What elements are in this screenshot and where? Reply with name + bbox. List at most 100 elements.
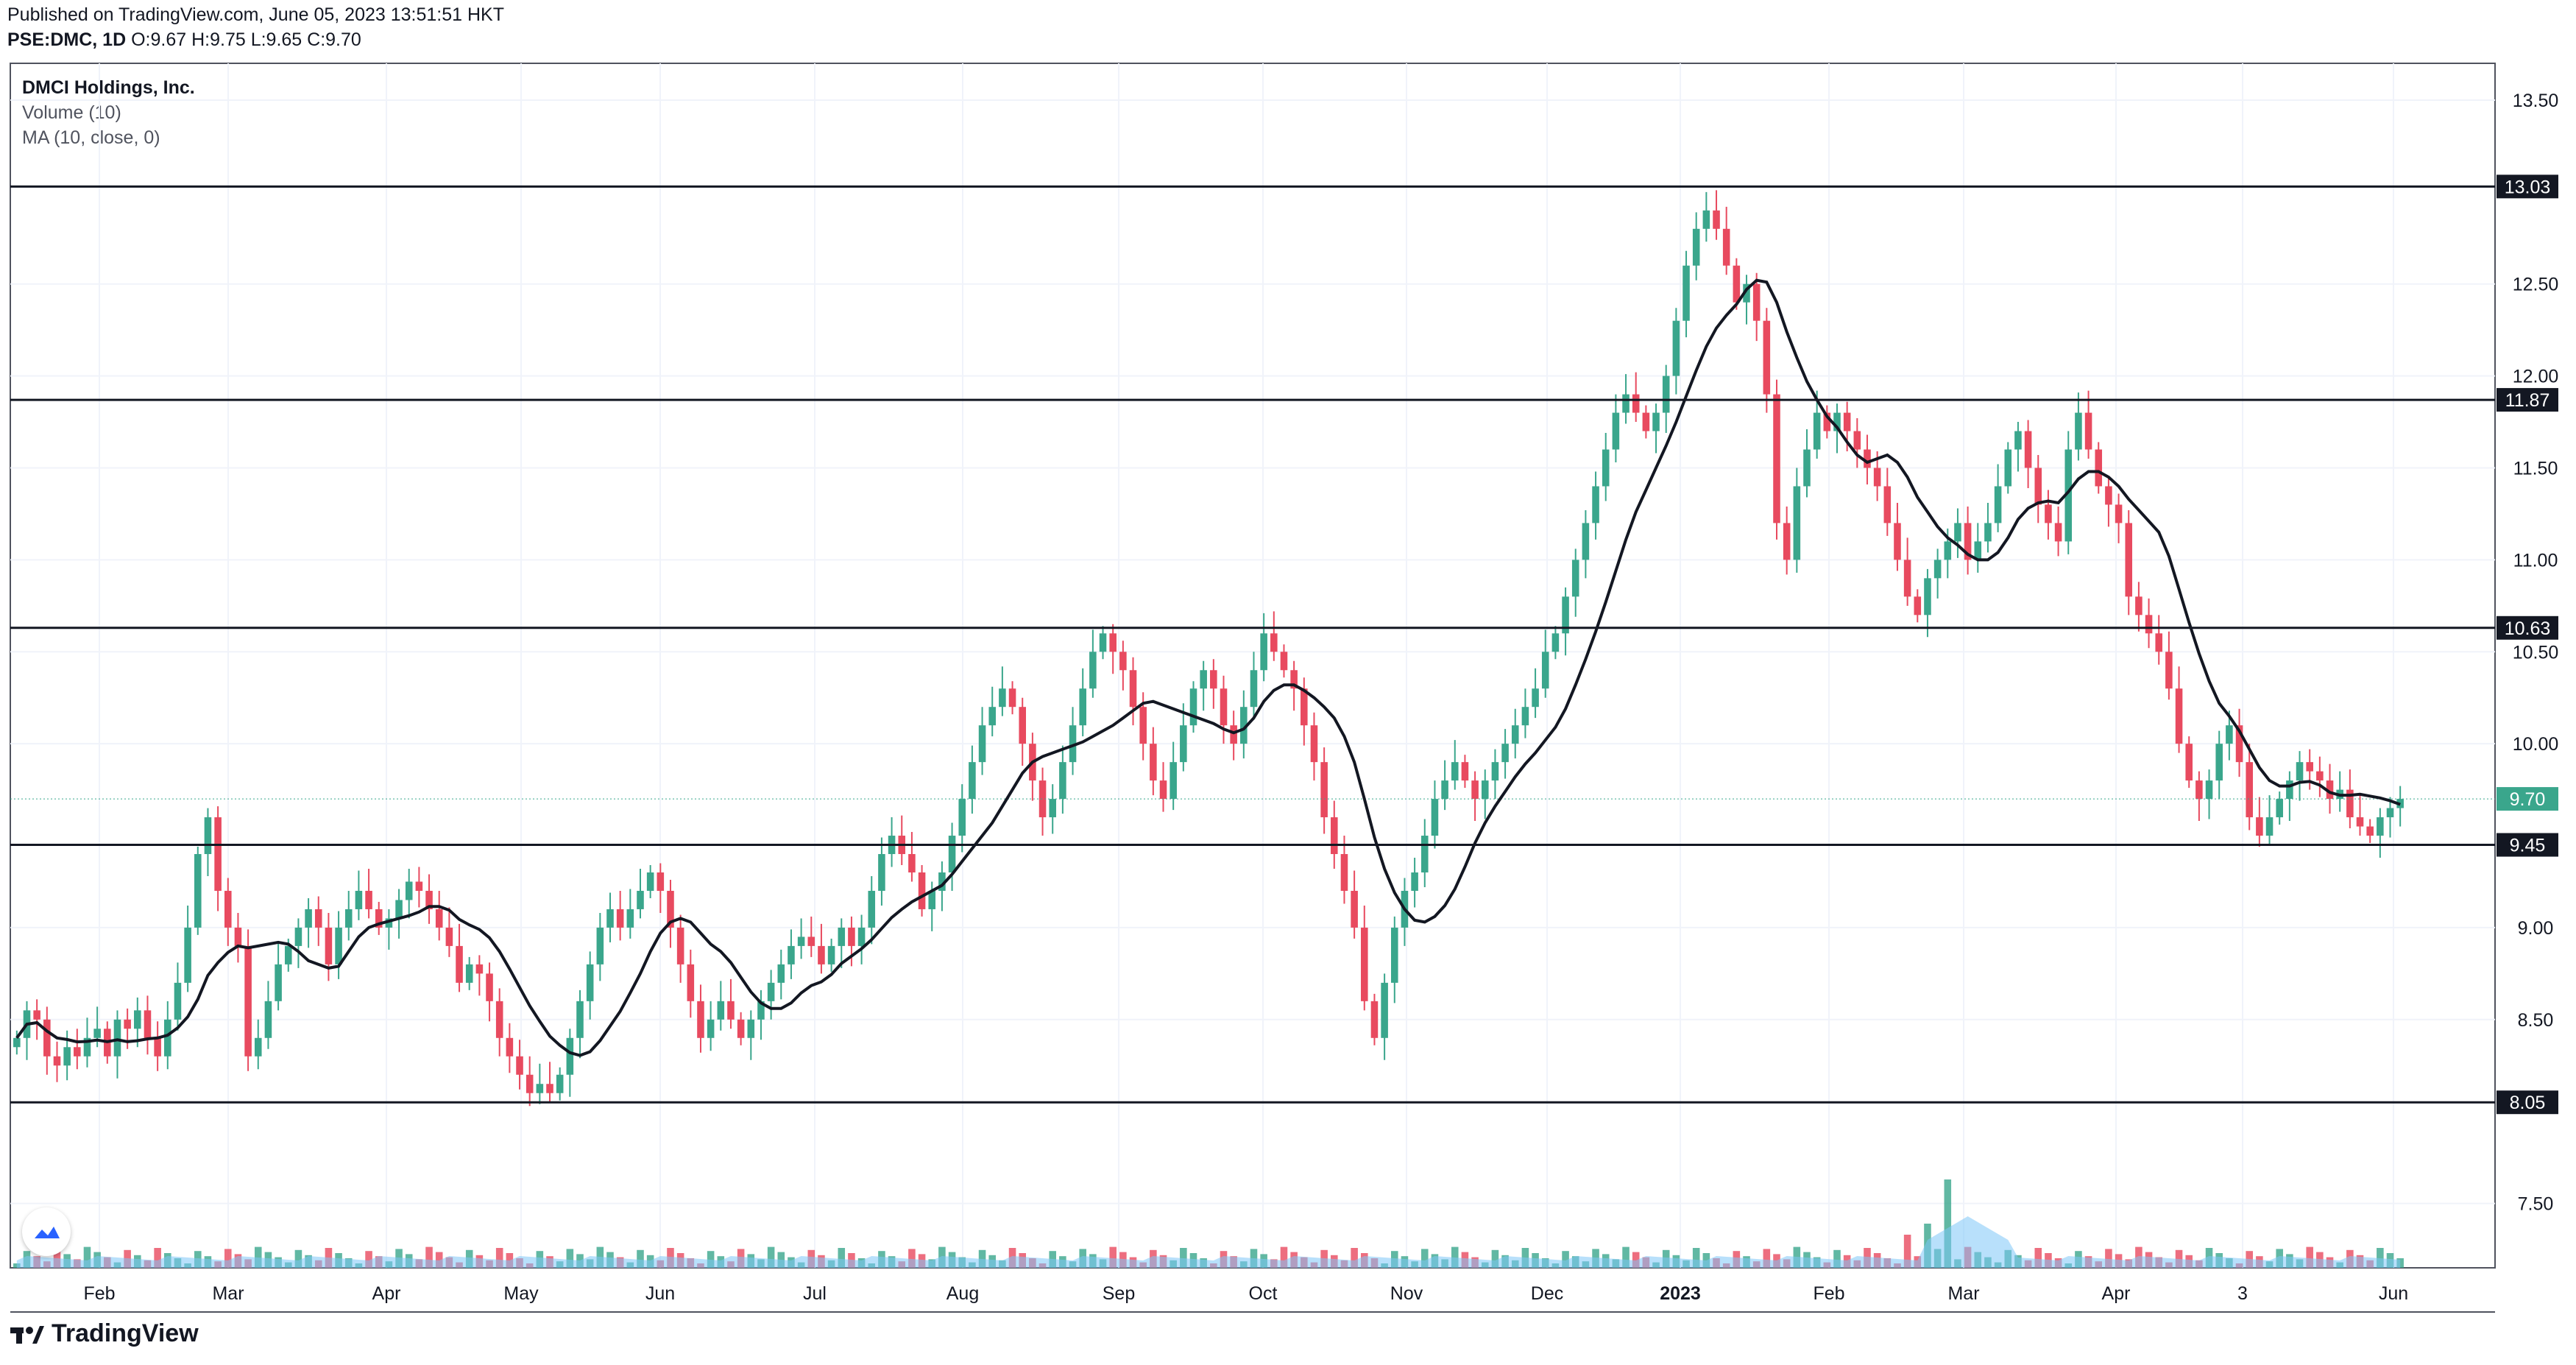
candle-body bbox=[486, 973, 493, 1001]
candle-body bbox=[667, 890, 674, 928]
volume-bar bbox=[495, 1248, 503, 1268]
candle-body bbox=[355, 890, 363, 909]
price-axis: 13.50 12.50 12.00 11.50 11.00 10.50 10.00 9.00 8… bbox=[2513, 91, 2559, 1215]
candle-body bbox=[2356, 817, 2364, 827]
candle-body bbox=[1049, 799, 1056, 818]
candle-body bbox=[184, 927, 191, 983]
symbol-label: PSE:DMC, 1D bbox=[7, 29, 127, 50]
ma-line bbox=[15, 278, 2401, 1057]
candle-body bbox=[697, 1001, 704, 1038]
candle-body bbox=[1894, 523, 1901, 560]
tv-cloud-icon bbox=[35, 1227, 60, 1238]
candle-body bbox=[1501, 744, 1509, 763]
price-tick-label: 9.00 bbox=[2518, 918, 2554, 939]
candle-body bbox=[1441, 780, 1448, 800]
candle-body bbox=[1139, 707, 1147, 744]
level-price-badge bbox=[2497, 1090, 2558, 1115]
candle-body bbox=[1562, 596, 1569, 634]
candle-body bbox=[988, 707, 997, 726]
price-tick-label: 8.50 bbox=[2518, 1010, 2554, 1031]
level-price-badge bbox=[2497, 388, 2558, 412]
candle-body bbox=[2316, 771, 2324, 781]
candle-body bbox=[2034, 468, 2042, 505]
candle-body bbox=[1582, 523, 1590, 560]
candle-body bbox=[1713, 210, 1720, 229]
legend-title: DMCI Holdings, Inc. bbox=[22, 77, 195, 98]
volume-bar bbox=[425, 1246, 433, 1268]
candle-body bbox=[969, 762, 976, 800]
time-tick-label: 3 bbox=[2237, 1283, 2248, 1304]
candle-body bbox=[1873, 468, 1881, 487]
candle-body bbox=[2205, 780, 2213, 800]
candle-body bbox=[978, 725, 986, 763]
legend-volume[interactable]: Volume (10) bbox=[22, 102, 121, 123]
candle-body bbox=[687, 964, 695, 1001]
grid bbox=[10, 63, 2495, 1268]
price-tick-label: 11.50 bbox=[2513, 458, 2558, 479]
candle-body bbox=[93, 1029, 101, 1038]
volume-bar bbox=[2306, 1246, 2313, 1268]
candle-body bbox=[1964, 523, 1972, 560]
candle-body bbox=[637, 890, 644, 909]
last-price-badge bbox=[2497, 787, 2558, 811]
candle-body bbox=[1622, 394, 1630, 413]
candle-body bbox=[2135, 596, 2142, 616]
candle-body bbox=[2306, 762, 2313, 772]
time-tick-label: Feb bbox=[83, 1283, 115, 1304]
tradingview-float-button[interactable] bbox=[22, 1207, 71, 1256]
time-tick-label: Jun bbox=[645, 1283, 675, 1304]
candle-body bbox=[1532, 688, 1539, 708]
candle-body bbox=[2175, 688, 2183, 744]
candle-body bbox=[586, 964, 594, 1001]
volume-bar bbox=[1351, 1248, 1358, 1268]
candle-body bbox=[767, 982, 775, 1001]
candle-body bbox=[2155, 633, 2163, 652]
volume-bar bbox=[2377, 1248, 2384, 1268]
candle-body bbox=[1109, 633, 1117, 652]
volume-bar bbox=[1903, 1235, 1911, 1268]
candle-body bbox=[1250, 670, 1258, 708]
volume-bar bbox=[435, 1252, 443, 1268]
candle-body bbox=[2386, 808, 2394, 818]
candle-body bbox=[2165, 652, 2173, 689]
candle-body bbox=[1833, 412, 1841, 431]
level-price-label: 10.63 bbox=[2505, 618, 2551, 639]
time-tick-label: Mar bbox=[212, 1283, 244, 1304]
candle-body bbox=[1129, 670, 1137, 708]
price-tick-label: 10.50 bbox=[2513, 642, 2559, 663]
candle-body bbox=[1933, 560, 1942, 579]
time-tick-label: Sep bbox=[1103, 1283, 1135, 1304]
candle-body bbox=[818, 945, 825, 964]
candle-body bbox=[134, 1010, 141, 1029]
candle-body bbox=[456, 945, 463, 983]
candle-body bbox=[1019, 707, 1027, 744]
price-tick-label: 13.50 bbox=[2513, 91, 2559, 111]
candle-body bbox=[958, 799, 966, 836]
legend-ma[interactable]: MA (10, close, 0) bbox=[22, 127, 160, 148]
candle-body bbox=[314, 909, 322, 928]
candle-body bbox=[827, 945, 835, 964]
level-price-badge bbox=[2497, 833, 2558, 857]
candle-body bbox=[1551, 633, 1560, 652]
candle-body bbox=[1813, 412, 1821, 450]
candle-body bbox=[2125, 523, 2133, 597]
candle-body bbox=[1682, 265, 1690, 321]
candle-body bbox=[2075, 412, 2082, 450]
candle-body bbox=[1954, 523, 1961, 542]
level-price-label: 11.87 bbox=[2505, 390, 2550, 411]
tradingview-logo: TradingView bbox=[10, 1319, 199, 1348]
candle-body bbox=[797, 937, 805, 946]
volume-bar bbox=[707, 1251, 715, 1268]
candle-body bbox=[747, 1019, 755, 1038]
candle-body bbox=[1069, 725, 1077, 763]
candle-body bbox=[1431, 799, 1439, 836]
candle-body bbox=[526, 1074, 534, 1093]
candle-body bbox=[234, 927, 242, 946]
candle-body bbox=[325, 927, 333, 964]
candle-body bbox=[385, 918, 393, 928]
candle-body bbox=[2256, 817, 2263, 836]
candle-body bbox=[83, 1037, 91, 1057]
time-tick-label: Mar bbox=[1947, 1283, 1979, 1304]
candle-body bbox=[43, 1019, 51, 1057]
